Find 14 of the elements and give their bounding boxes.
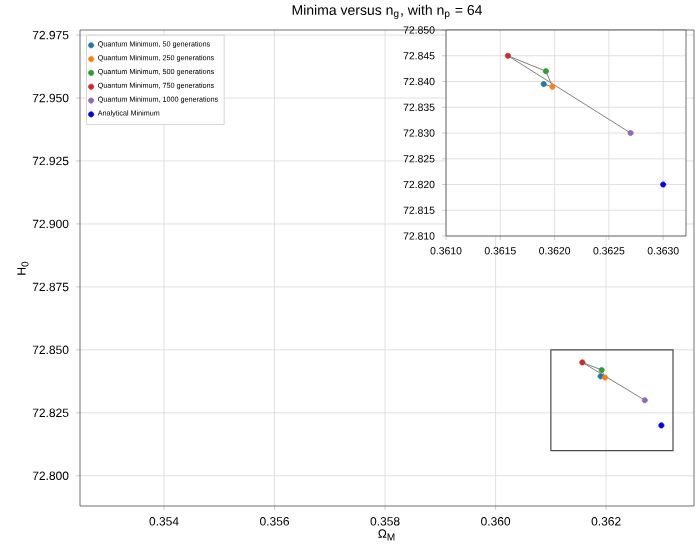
point xyxy=(540,81,547,88)
point xyxy=(658,422,665,429)
point xyxy=(542,68,549,75)
point xyxy=(602,374,609,381)
point xyxy=(660,181,667,188)
point xyxy=(579,359,586,366)
line-series xyxy=(507,55,632,134)
point xyxy=(504,52,511,59)
point xyxy=(597,373,604,380)
point xyxy=(549,83,556,90)
point xyxy=(641,397,648,404)
point xyxy=(598,367,605,373)
line-series xyxy=(581,361,646,401)
point xyxy=(627,130,634,137)
